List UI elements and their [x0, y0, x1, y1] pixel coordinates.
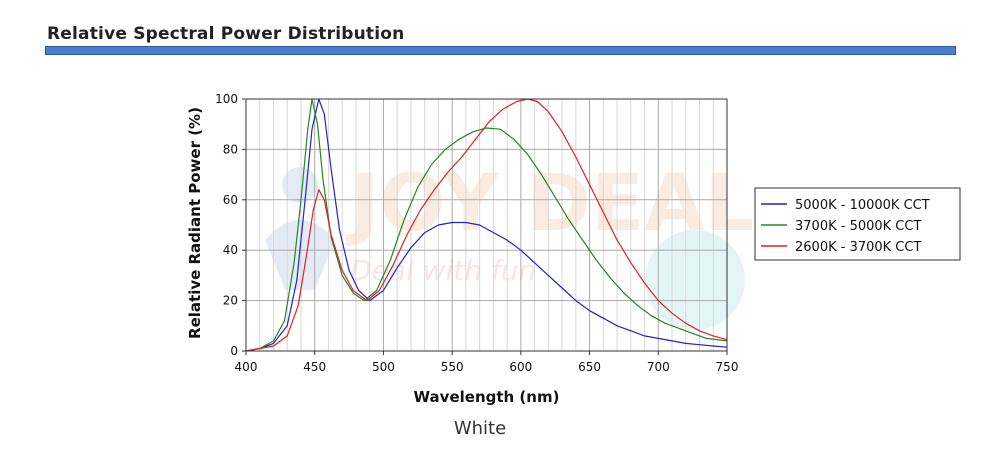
legend-label: 3700K - 5000K CCT — [795, 219, 921, 234]
y-tick-label: 60 — [223, 193, 238, 207]
y-tick-label: 40 — [223, 243, 238, 257]
x-tick-label: 700 — [647, 360, 670, 374]
y-tick-label: 100 — [215, 92, 238, 106]
y-tick-label: 80 — [223, 142, 238, 156]
y-tick-label: 20 — [223, 294, 238, 308]
x-tick-label: 650 — [578, 360, 601, 374]
chart-legend: 5000K - 10000K CCT 3700K - 5000K CCT 2600K… — [754, 187, 961, 261]
y-tick-label: 0 — [230, 344, 238, 358]
series-line-2 — [245, 98, 728, 352]
x-tick-label: 750 — [716, 360, 739, 374]
legend-label: 2600K - 3700K CCT — [795, 240, 921, 255]
y-axis-title: Relative Radiant Power (%) — [186, 107, 204, 339]
x-tick-label: 550 — [441, 360, 464, 374]
chart-caption: White — [453, 418, 507, 439]
x-tick-label: 500 — [372, 360, 395, 374]
legend-label: 5000K - 10000K CCT — [795, 198, 930, 213]
x-tick-label: 400 — [235, 360, 258, 374]
header-divider-bar — [45, 46, 956, 55]
x-tick-label: 600 — [509, 360, 532, 374]
x-axis-title: Wavelength (nm) — [414, 388, 560, 406]
chart-ticks: 400 450 500 550 600 650 700 750 0 20 40 60 80 100 — [215, 92, 738, 374]
x-tick-label: 450 — [303, 360, 326, 374]
plot-area-frame — [245, 98, 728, 352]
legend-box — [754, 187, 961, 261]
page-title: Relative Spectral Power Distribution — [47, 24, 405, 44]
chart-series-layer — [245, 98, 728, 352]
series-line-3 — [245, 98, 728, 352]
